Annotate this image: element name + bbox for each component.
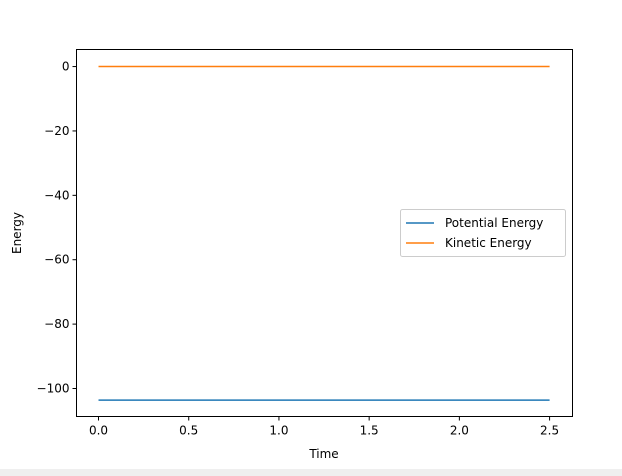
x-tick-label: 2.0 [450,424,469,438]
legend-label: Kinetic Energy [445,236,532,250]
x-tick-label: 0.0 [89,424,108,438]
y-tick-label: 0 [62,60,70,74]
y-tick-label: −80 [44,317,69,331]
legend-label: Potential Energy [445,216,543,230]
x-tick-label: 1.0 [269,424,288,438]
x-tick-label: 2.5 [540,424,559,438]
y-tick-label: −60 [44,253,69,267]
axes-frame [76,49,573,417]
legend: Potential Energy Kinetic Energy [400,209,566,257]
status-bar [0,469,622,476]
y-axis-label: Energy [10,212,24,254]
x-tick-label: 0.5 [179,424,198,438]
y-tick-label: −20 [44,124,69,138]
y-tick-label: −100 [37,381,70,395]
y-tick-label: −40 [44,188,69,202]
x-tick-label: 1.5 [360,424,379,438]
x-axis-label: Time [308,447,338,461]
